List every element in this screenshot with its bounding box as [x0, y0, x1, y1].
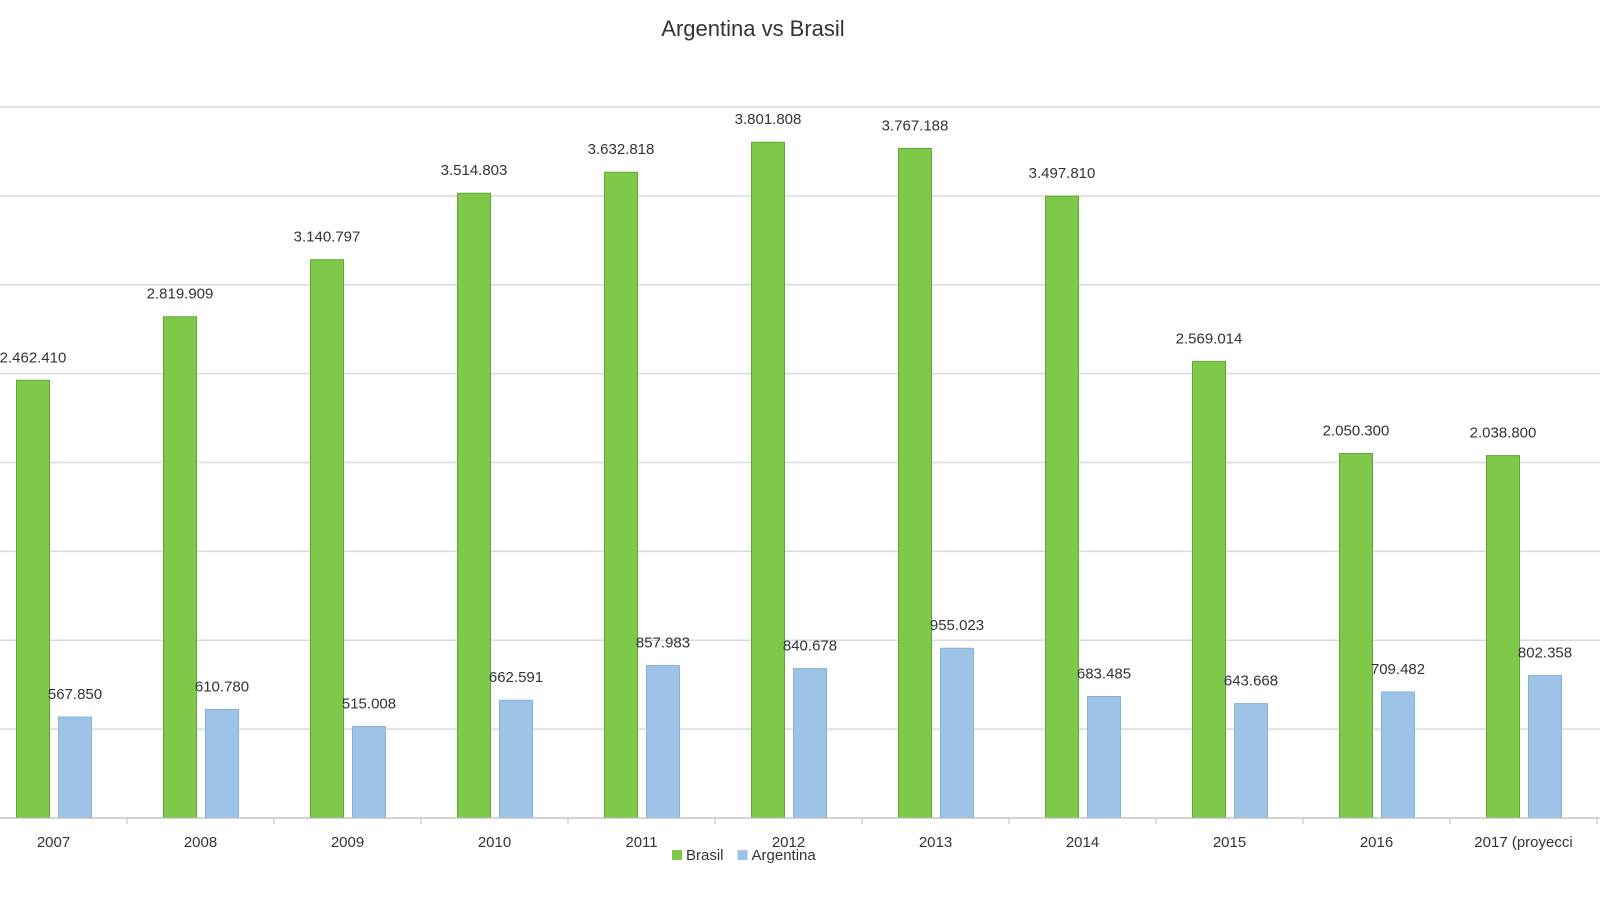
data-label: 3.497.810	[1029, 165, 1096, 182]
bar	[1234, 703, 1268, 819]
x-tick-label: 2009	[331, 834, 364, 851]
data-label: 2.038.800	[1470, 425, 1537, 442]
bar	[1339, 453, 1373, 819]
bar	[16, 379, 50, 819]
x-tick-label: 2017 (proyecci	[1474, 834, 1572, 851]
bar	[940, 647, 974, 819]
data-label: 802.358	[1518, 644, 1572, 661]
bar	[1381, 691, 1415, 819]
bar	[1087, 696, 1121, 819]
bar	[58, 716, 92, 819]
bar	[604, 171, 638, 819]
x-tick-label: 2014	[1066, 834, 1099, 851]
data-label: 683.485	[1077, 665, 1131, 682]
x-tick-label: 2013	[919, 834, 952, 851]
x-tick-label: 2008	[184, 834, 217, 851]
data-label: 3.801.808	[735, 111, 802, 128]
data-label: 2.819.909	[147, 286, 214, 303]
legend-label: Brasil	[686, 847, 724, 864]
data-label: 2.462.410	[0, 349, 66, 366]
data-label: 567.850	[48, 686, 102, 703]
x-tick-label: 2007	[37, 834, 70, 851]
data-label: 2.569.014	[1176, 330, 1243, 347]
bar	[352, 725, 386, 819]
data-label: 2.050.300	[1323, 423, 1390, 440]
data-label: 643.668	[1224, 673, 1278, 690]
legend-swatch	[672, 850, 682, 860]
data-label: 515.008	[342, 695, 396, 712]
x-tick-label: 2015	[1213, 834, 1246, 851]
data-label: 610.780	[195, 678, 249, 695]
bar	[1045, 195, 1079, 819]
bar	[163, 316, 197, 819]
x-tick-label: 2010	[478, 834, 511, 851]
bar	[310, 259, 344, 819]
data-label: 955.023	[930, 617, 984, 634]
bar	[898, 147, 932, 819]
data-label: 3.514.803	[441, 162, 508, 179]
bar	[205, 708, 239, 819]
x-tick-label: 2011	[625, 834, 657, 851]
bar	[1528, 674, 1562, 819]
x-tick-label: 2012	[772, 834, 805, 851]
bar	[1192, 360, 1226, 819]
data-label: 709.482	[1371, 661, 1425, 678]
bar	[646, 664, 680, 819]
data-label: 3.767.188	[882, 117, 949, 134]
legend-label: Argentina	[752, 847, 817, 864]
data-label: 3.632.818	[588, 141, 655, 158]
bar	[751, 141, 785, 819]
bar	[457, 192, 491, 819]
chart-title: Argentina vs Brasil	[661, 16, 844, 41]
bar	[793, 668, 827, 819]
data-label: 840.678	[783, 638, 837, 655]
legend-swatch	[737, 850, 748, 860]
data-label: 662.591	[489, 669, 543, 686]
bar	[499, 699, 533, 819]
bar	[1486, 455, 1520, 819]
data-label: 3.140.797	[294, 229, 361, 246]
x-tick-label: 2016	[1360, 834, 1393, 851]
data-label: 857.983	[636, 634, 690, 651]
